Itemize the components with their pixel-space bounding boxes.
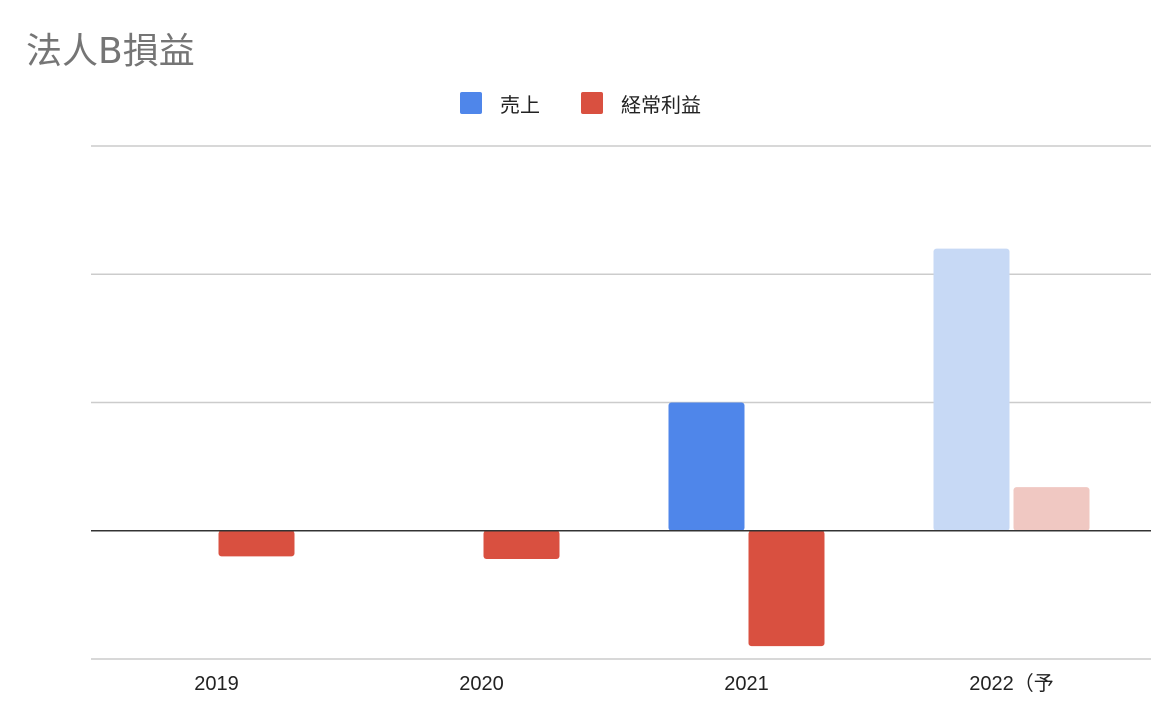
x-tick-label: 2020: [459, 673, 504, 695]
x-tick-label: 2019: [194, 673, 239, 695]
x-tick-label: 2022（予: [969, 672, 1054, 695]
legend-label-profit: 経常利益: [621, 92, 701, 117]
chart-title: 法人B損益: [26, 31, 195, 72]
legend-swatch-profit: [581, 92, 603, 114]
bar-sales-2022（予: [933, 248, 1010, 531]
legend-swatch-sales: [460, 92, 482, 114]
bar-profit-2020: [483, 530, 560, 559]
legend: 売上 経常利益: [0, 88, 1166, 118]
legend-item-profit[interactable]: 経常利益: [581, 88, 701, 118]
legend-item-sales[interactable]: 売上: [460, 88, 540, 118]
bar-profit-2019: [218, 530, 295, 557]
bar-profit-2022（予: [1013, 487, 1090, 531]
bar-profit-2021: [748, 530, 825, 647]
x-tick-label: 2021: [724, 673, 769, 695]
legend-label-sales: 売上: [500, 92, 540, 117]
bar-sales-2021: [668, 402, 745, 531]
